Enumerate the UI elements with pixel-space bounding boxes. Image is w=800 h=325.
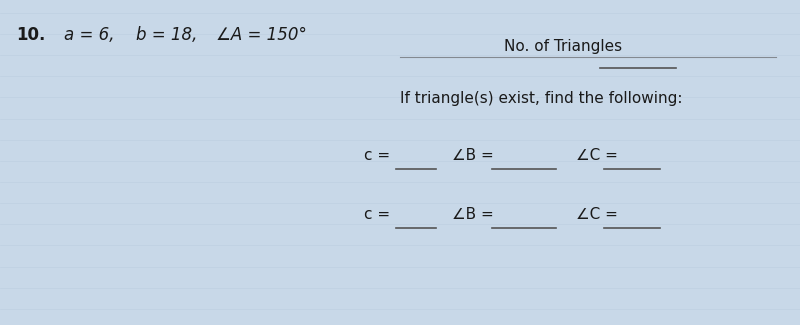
- Text: ∠B =: ∠B =: [452, 207, 494, 222]
- Text: ∠C =: ∠C =: [576, 207, 618, 222]
- Text: b = 18,: b = 18,: [136, 26, 198, 44]
- Text: ∠A = 150°: ∠A = 150°: [216, 26, 307, 44]
- Text: ∠C =: ∠C =: [576, 149, 618, 163]
- Text: a = 6,: a = 6,: [64, 26, 114, 44]
- Text: ∠B =: ∠B =: [452, 149, 494, 163]
- Text: If triangle(s) exist, find the following:: If triangle(s) exist, find the following…: [400, 91, 682, 106]
- Text: c =: c =: [364, 207, 390, 222]
- Text: c =: c =: [364, 149, 390, 163]
- Text: No. of Triangles: No. of Triangles: [504, 39, 622, 54]
- Text: 10.: 10.: [16, 26, 46, 44]
